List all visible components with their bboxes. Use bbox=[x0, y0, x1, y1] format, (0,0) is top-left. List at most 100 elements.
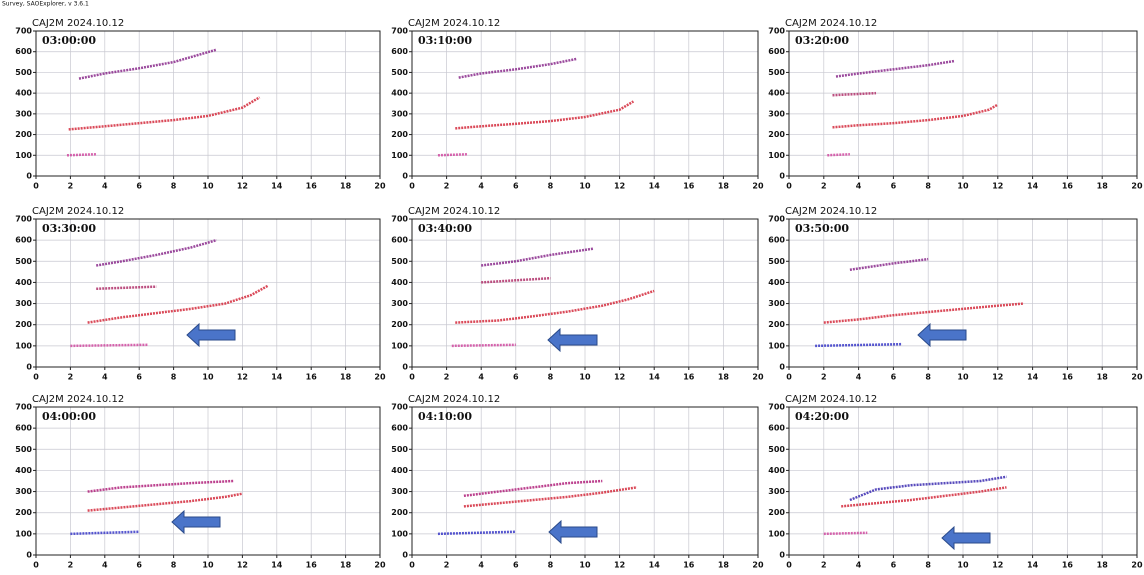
x-tick-label: 14 bbox=[271, 561, 283, 570]
trace bbox=[823, 302, 1025, 324]
x-tick-label: 2 bbox=[821, 561, 827, 570]
x-tick-label: 2 bbox=[68, 373, 74, 382]
y-tick-label: 300 bbox=[768, 109, 785, 118]
x-tick-label: 6 bbox=[136, 373, 142, 382]
x-tick-label: 20 bbox=[1131, 182, 1143, 191]
x-tick-label: 16 bbox=[306, 373, 318, 382]
trace bbox=[455, 289, 655, 324]
y-tick-label: 400 bbox=[391, 89, 408, 98]
x-tick-label: 14 bbox=[1027, 182, 1039, 191]
y-tick-label: 300 bbox=[391, 299, 408, 308]
x-tick-label: 12 bbox=[614, 561, 625, 570]
y-tick-label: 500 bbox=[391, 68, 408, 77]
panel-time: 04:20:00 bbox=[795, 410, 849, 423]
y-tick-label: 600 bbox=[768, 47, 785, 56]
trace bbox=[87, 479, 234, 493]
x-tick-label: 2 bbox=[68, 182, 74, 191]
y-tick-label: 200 bbox=[15, 508, 32, 517]
y-tick-label: 700 bbox=[15, 403, 32, 412]
x-tick-label: 14 bbox=[649, 561, 661, 570]
x-tick-label: 4 bbox=[478, 561, 484, 570]
x-tick-label: 14 bbox=[1027, 561, 1039, 570]
x-tick-label: 14 bbox=[649, 373, 661, 382]
y-tick-label: 0 bbox=[26, 551, 32, 560]
y-tick-label: 200 bbox=[15, 320, 32, 329]
y-tick-label: 0 bbox=[402, 363, 408, 372]
plot-frame bbox=[788, 30, 1138, 177]
y-tick-label: 100 bbox=[768, 151, 785, 160]
plot-frame bbox=[788, 218, 1138, 368]
trace bbox=[841, 486, 1007, 508]
x-tick-label: 20 bbox=[1131, 561, 1143, 570]
y-tick-label: 300 bbox=[15, 299, 32, 308]
panel-time: 03:50:00 bbox=[795, 222, 849, 235]
y-tick-label: 0 bbox=[402, 172, 408, 181]
x-tick-label: 0 bbox=[786, 561, 792, 570]
x-tick-label: 14 bbox=[271, 182, 283, 191]
x-tick-label: 6 bbox=[513, 373, 519, 382]
panel-title: CAJ2M 2024.10.12 bbox=[408, 206, 500, 217]
x-tick-label: 16 bbox=[306, 561, 318, 570]
plot-frame bbox=[35, 406, 381, 556]
x-tick-label: 16 bbox=[1062, 373, 1074, 382]
x-tick-label: 2 bbox=[444, 373, 450, 382]
x-tick-label: 2 bbox=[444, 182, 450, 191]
y-tick-label: 100 bbox=[391, 151, 408, 160]
x-tick-label: 12 bbox=[237, 373, 248, 382]
x-tick-label: 18 bbox=[340, 373, 352, 382]
trace bbox=[66, 153, 97, 157]
y-tick-label: 100 bbox=[391, 529, 408, 538]
y-tick-label: 600 bbox=[391, 47, 408, 56]
x-tick-label: 12 bbox=[992, 561, 1003, 570]
y-tick-label: 300 bbox=[768, 487, 785, 496]
x-tick-label: 16 bbox=[306, 182, 318, 191]
trace bbox=[832, 91, 877, 97]
x-tick-label: 8 bbox=[925, 182, 931, 191]
x-tick-label: 12 bbox=[614, 182, 625, 191]
trace bbox=[87, 284, 269, 324]
arrow bbox=[941, 525, 991, 551]
x-tick-label: 0 bbox=[409, 182, 415, 191]
x-tick-label: 6 bbox=[891, 373, 897, 382]
y-tick-label: 0 bbox=[26, 363, 32, 372]
trace bbox=[849, 257, 929, 271]
x-tick-label: 0 bbox=[409, 561, 415, 570]
x-tick-label: 16 bbox=[683, 373, 695, 382]
panel-title: CAJ2M 2024.10.12 bbox=[32, 18, 124, 29]
y-tick-label: 200 bbox=[768, 320, 785, 329]
x-tick-label: 20 bbox=[752, 373, 764, 382]
y-tick-label: 700 bbox=[391, 403, 408, 412]
y-tick-label: 100 bbox=[15, 341, 32, 350]
x-tick-label: 16 bbox=[683, 182, 695, 191]
y-tick-label: 400 bbox=[768, 89, 785, 98]
x-tick-label: 10 bbox=[202, 182, 214, 191]
y-tick-label: 500 bbox=[391, 257, 408, 266]
x-tick-label: 20 bbox=[752, 561, 764, 570]
x-tick-label: 2 bbox=[444, 561, 450, 570]
arrows bbox=[171, 322, 991, 551]
x-tick-label: 14 bbox=[1027, 373, 1039, 382]
x-tick-label: 8 bbox=[548, 373, 554, 382]
y-tick-label: 200 bbox=[15, 130, 32, 139]
panel-title: CAJ2M 2024.10.12 bbox=[32, 394, 124, 405]
x-tick-label: 18 bbox=[1097, 561, 1109, 570]
x-tick-label: 18 bbox=[340, 182, 352, 191]
x-tick-label: 12 bbox=[237, 561, 248, 570]
x-tick-label: 16 bbox=[1062, 182, 1074, 191]
x-tick-label: 0 bbox=[786, 182, 792, 191]
x-tick-label: 10 bbox=[957, 182, 969, 191]
y-tick-label: 200 bbox=[391, 320, 408, 329]
y-tick-label: 700 bbox=[768, 403, 785, 412]
y-tick-label: 600 bbox=[768, 424, 785, 433]
x-tick-label: 20 bbox=[752, 182, 764, 191]
y-tick-label: 400 bbox=[15, 278, 32, 287]
x-tick-label: 0 bbox=[786, 373, 792, 382]
panel-time: 03:40:00 bbox=[418, 222, 472, 235]
trace bbox=[458, 57, 577, 79]
y-tick-label: 600 bbox=[15, 47, 32, 56]
x-tick-label: 14 bbox=[649, 182, 661, 191]
y-tick-label: 0 bbox=[402, 551, 408, 560]
y-tick-label: 200 bbox=[391, 130, 408, 139]
y-tick-label: 100 bbox=[768, 529, 785, 538]
